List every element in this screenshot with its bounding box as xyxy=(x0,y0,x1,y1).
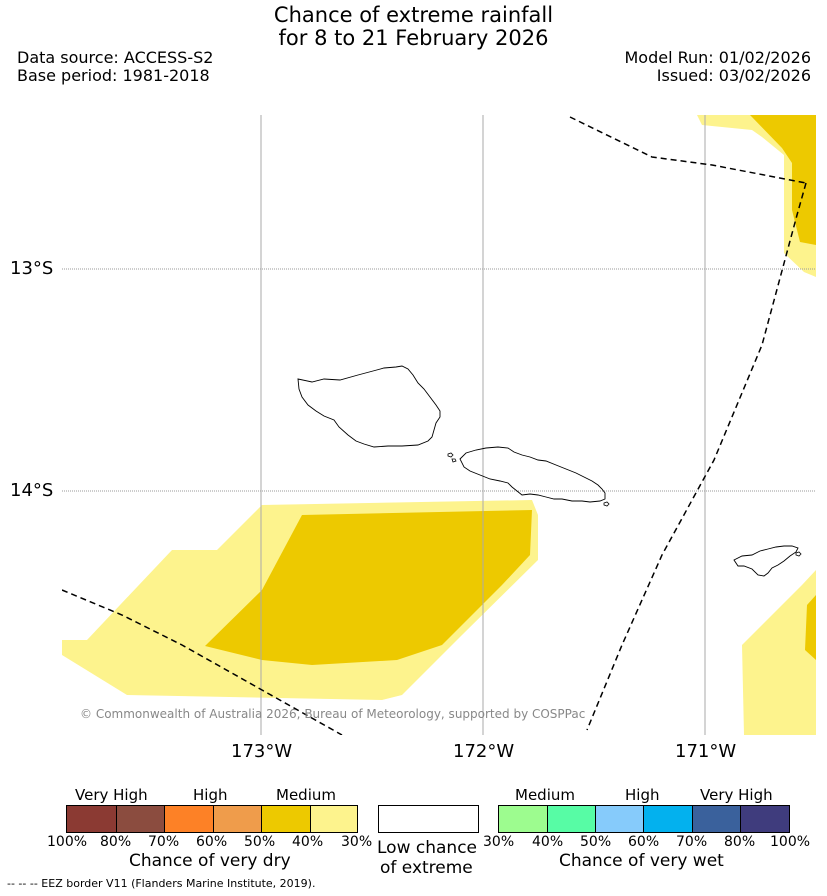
wet-swatch-60-70 xyxy=(644,806,693,832)
lat-label-14s: 14°S xyxy=(10,480,54,501)
dry-tick-30: 30% xyxy=(341,834,373,850)
dry-tick-40: 40% xyxy=(292,834,324,850)
wet-tick-30: 30% xyxy=(483,834,515,850)
dry-swatch-60-50 xyxy=(214,806,262,832)
wet-colorbar-title: Chance of very wet xyxy=(559,851,724,871)
wet-tick-50: 50% xyxy=(580,834,612,850)
eez-borders xyxy=(62,116,807,735)
graticule-lon xyxy=(260,115,706,735)
wet-swatch-80-100 xyxy=(741,806,789,832)
map-copyright: © Commonwealth of Australia 2026, Bureau… xyxy=(80,707,585,721)
dry-category-high: High xyxy=(193,786,228,804)
dry-swatch-50-40 xyxy=(262,806,311,832)
map-title-line2: for 8 to 21 February 2026 xyxy=(278,26,549,50)
data-source: Data source: ACCESS-S2 xyxy=(17,48,214,67)
wet-swatch-30-40 xyxy=(499,806,548,832)
wet-category-high: High xyxy=(625,786,660,804)
wet-swatch-50-60 xyxy=(596,806,644,832)
dry-category-very-high: Very High xyxy=(75,786,148,804)
dry-swatch-80-70 xyxy=(117,806,165,832)
dry-swatch-100-80 xyxy=(67,806,117,832)
wet-tick-70: 70% xyxy=(676,834,708,850)
wet-tick-100: 100% xyxy=(770,834,811,850)
low-chance-label-line1: Low chance xyxy=(377,838,477,858)
dry-tick-50: 50% xyxy=(244,834,276,850)
wet-tick-60: 60% xyxy=(628,834,660,850)
map-title-line1: Chance of extreme rainfall xyxy=(273,3,554,27)
wet-swatch-40-50 xyxy=(548,806,596,832)
island-nuutele xyxy=(603,501,610,507)
dry-tick-100: 100% xyxy=(47,834,88,850)
eez-border-southwest xyxy=(62,589,343,735)
eez-border-north xyxy=(569,116,807,184)
map-panel: © Commonwealth of Australia 2026, Bureau… xyxy=(62,115,816,735)
dry-tick-60: 60% xyxy=(196,834,228,850)
low-chance-swatch xyxy=(378,805,479,833)
wet-tick-80: 80% xyxy=(724,834,756,850)
dry-tick-70: 70% xyxy=(148,834,180,850)
wet-tick-40: 40% xyxy=(532,834,564,850)
wet-colorbar xyxy=(498,805,790,833)
base-period: Base period: 1981-2018 xyxy=(17,66,210,85)
medium-dry-region-southwest-dark xyxy=(205,510,532,665)
wet-category-medium: Medium xyxy=(515,786,575,804)
graticule xyxy=(62,268,816,492)
medium-dry-region-southeast-light xyxy=(742,570,816,735)
eez-footnote: -- -- -- EEZ border V11 (Flanders Marine… xyxy=(7,877,316,890)
dry-colorbar-title: Chance of very dry xyxy=(129,851,291,871)
island-savaii xyxy=(297,365,441,448)
issued-date: Issued: 03/02/2026 xyxy=(656,66,811,85)
island-manono xyxy=(447,452,454,458)
lon-label-171w: 171°W xyxy=(675,741,737,762)
island-upolu xyxy=(459,446,606,503)
island-apolima xyxy=(451,458,457,463)
eez-border-east xyxy=(586,182,807,731)
island-tutuila xyxy=(733,545,799,577)
medium-dry-region-northeast-dark xyxy=(750,115,816,245)
medium-dry-region-northeast-light xyxy=(697,115,816,277)
lon-label-172w: 172°W xyxy=(453,741,515,762)
dry-swatch-40-30 xyxy=(311,806,357,832)
dry-tick-80: 80% xyxy=(100,834,132,850)
low-chance-label-line2: of extreme xyxy=(380,858,473,878)
lat-label-13s: 13°S xyxy=(10,258,54,279)
medium-dry-region-southeast-dark xyxy=(805,595,816,660)
wet-swatch-70-80 xyxy=(693,806,741,832)
dry-colorbar xyxy=(66,805,358,833)
wet-category-very-high: Very High xyxy=(700,786,773,804)
dry-swatch-70-60 xyxy=(165,806,214,832)
island-aunuu xyxy=(795,551,802,557)
dry-category-medium: Medium xyxy=(276,786,336,804)
model-run: Model Run: 01/02/2026 xyxy=(624,48,812,67)
lon-label-173w: 173°W xyxy=(231,741,293,762)
